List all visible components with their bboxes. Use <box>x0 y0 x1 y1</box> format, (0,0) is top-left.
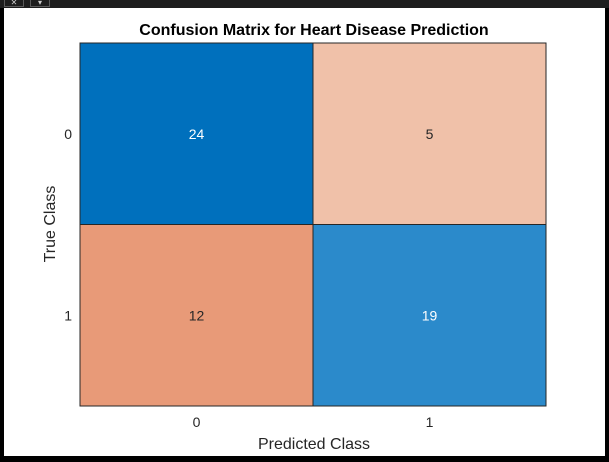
matrix-cell-0-0 <box>79 42 314 225</box>
cell-value-0-1: 5 <box>426 126 434 142</box>
cell-value-0-0: 24 <box>189 126 205 142</box>
y-tick-labels: 01 <box>64 126 72 324</box>
x-tick-label: 0 <box>193 414 201 430</box>
y-tick-label: 1 <box>64 307 72 323</box>
chart-title: Confusion Matrix for Heart Disease Predi… <box>139 22 488 39</box>
cell-value-1-0: 12 <box>189 307 205 323</box>
window-menu-button[interactable]: ▾ <box>30 0 50 7</box>
x-axis-label: Predicted Class <box>258 436 370 453</box>
matrix-cells: 24 5 12 19 <box>79 42 547 407</box>
cell-value-1-1: 19 <box>422 307 438 323</box>
confusion-matrix-chart: Confusion Matrix for Heart Disease Predi… <box>42 22 547 453</box>
matrix-cell-1-1 <box>312 224 547 407</box>
plot-border <box>79 42 547 407</box>
window-titlebar: ✕ ▾ <box>0 0 609 8</box>
y-axis-label: True Class <box>42 186 59 263</box>
close-icon[interactable]: ✕ <box>4 0 24 7</box>
matrix-cell-1-0 <box>79 224 314 407</box>
y-tick-label: 0 <box>64 126 72 142</box>
figure-canvas: Confusion Matrix for Heart Disease Predi… <box>4 8 605 456</box>
matrix-cell-0-1 <box>312 42 547 225</box>
x-tick-label: 1 <box>426 414 434 430</box>
